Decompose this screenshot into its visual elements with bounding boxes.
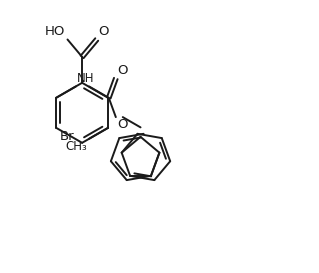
Text: HO: HO bbox=[45, 25, 66, 38]
Text: Br: Br bbox=[59, 130, 74, 143]
Text: O: O bbox=[98, 25, 108, 38]
Text: O: O bbox=[117, 64, 128, 77]
Text: O: O bbox=[117, 118, 128, 131]
Text: CH₃: CH₃ bbox=[65, 140, 87, 153]
Text: NH: NH bbox=[77, 72, 95, 85]
